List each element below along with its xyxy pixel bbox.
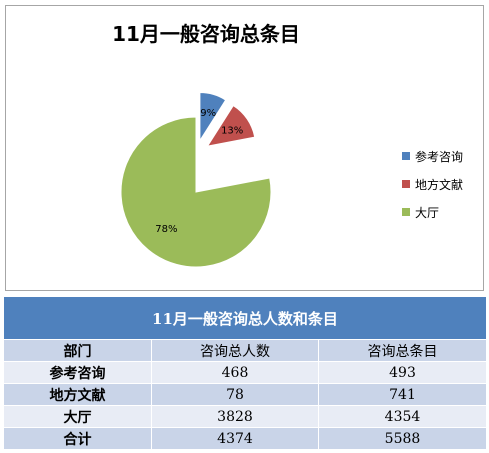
row-label: 参考咨询 <box>3 361 152 384</box>
cell-people: 3828 <box>151 405 319 428</box>
cell-items: 493 <box>318 361 487 384</box>
pie-slice <box>120 116 272 268</box>
table-row: 参考咨询 468 493 <box>3 361 487 384</box>
cell-items: 741 <box>318 383 487 406</box>
legend-label: 参考咨询 <box>415 149 464 164</box>
table-header-row: 部门 咨询总人数 咨询总条目 <box>3 339 487 362</box>
table-title: 11月一般咨询总人数和条目 <box>3 296 487 340</box>
pie-slice <box>199 92 227 143</box>
summary-table: 11月一般咨询总人数和条目 部门 咨询总人数 咨询总条目 参考咨询 468 49… <box>3 296 487 450</box>
legend-label: 大厅 <box>415 205 440 220</box>
legend-item: 地方文献 <box>402 170 463 198</box>
column-header-department: 部门 <box>3 339 152 362</box>
row-label: 合计 <box>3 427 152 450</box>
slice-data-label: 78% <box>155 224 177 235</box>
summary-table-wrap: 11月一般咨询总人数和条目 部门 咨询总人数 咨询总条目 参考咨询 468 49… <box>3 296 487 450</box>
legend-label: 地方文献 <box>415 177 464 192</box>
chart-title: 11月一般咨询总条目 <box>112 22 300 46</box>
pie-slice <box>206 104 256 147</box>
cell-people: 4374 <box>151 427 319 450</box>
row-label: 地方文献 <box>3 383 152 406</box>
pie-chart: 9% 13% 78% <box>120 92 272 268</box>
row-label: 大厅 <box>3 405 152 428</box>
legend-swatch <box>402 208 410 216</box>
legend: 参考咨询 地方文献 大厅 <box>402 142 463 226</box>
legend-item: 大厅 <box>402 198 463 226</box>
table-row: 地方文献 78 741 <box>3 383 487 406</box>
legend-swatch <box>402 180 410 188</box>
column-header-people: 咨询总人数 <box>151 339 319 362</box>
cell-items: 4354 <box>318 405 487 428</box>
slice-data-label: 13% <box>221 125 243 136</box>
slice-data-label: 9% <box>200 108 216 119</box>
cell-items: 5588 <box>318 427 487 450</box>
legend-item: 参考咨询 <box>402 142 463 170</box>
column-header-items: 咨询总条目 <box>318 339 487 362</box>
chart-area: 11月一般咨询总条目 9% 13% 78% 参考咨询 地方文献 大厅 <box>5 5 484 291</box>
table-row: 大厅 3828 4354 <box>3 405 487 428</box>
legend-swatch <box>402 152 410 160</box>
cell-people: 468 <box>151 361 319 384</box>
table-row: 合计 4374 5588 <box>3 427 487 450</box>
cell-people: 78 <box>151 383 319 406</box>
